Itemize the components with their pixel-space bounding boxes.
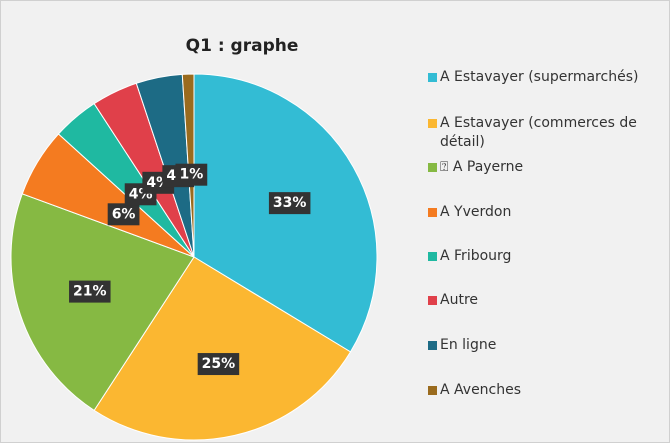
legend-swatch bbox=[428, 208, 437, 217]
data-label: 1% bbox=[179, 167, 203, 183]
pie-slice bbox=[93, 256, 352, 441]
legend-swatch bbox=[428, 163, 437, 172]
legend-item: A Yverdon bbox=[428, 203, 655, 222]
legend-label: Autre bbox=[440, 292, 479, 308]
legend-swatch bbox=[428, 119, 437, 128]
data-label: 6% bbox=[112, 206, 136, 222]
legend-label: A Estavayer (supermarchés) bbox=[440, 69, 639, 85]
legend-label: En ligne bbox=[440, 337, 497, 353]
legend-item: A Avenches bbox=[428, 381, 655, 400]
legend-swatch bbox=[428, 296, 437, 305]
data-label-bg bbox=[197, 353, 240, 376]
legend-swatch bbox=[428, 386, 437, 395]
data-label: 21% bbox=[73, 284, 107, 300]
chart-title: Q1 : graphe bbox=[186, 36, 299, 56]
legend-swatch bbox=[428, 252, 437, 261]
legend-swatch bbox=[428, 341, 437, 350]
data-label-bg bbox=[69, 280, 111, 303]
legend-swatch bbox=[428, 73, 437, 82]
data-label-bg bbox=[268, 192, 311, 215]
data-label: 33% bbox=[273, 195, 307, 211]
legend-label: A Yverdon bbox=[440, 204, 512, 220]
legend-item: ⍰ A Payerne bbox=[428, 158, 655, 177]
legend-label: ⍰ A Payerne bbox=[440, 159, 524, 175]
legend-item: A Estavayer (commerces de détail) bbox=[428, 114, 655, 152]
legend-label: A Avenches bbox=[440, 382, 522, 398]
legend-label: A Fribourg bbox=[440, 248, 512, 264]
legend-item: A Estavayer (supermarchés) bbox=[428, 68, 655, 87]
data-label-bg bbox=[107, 203, 140, 226]
legend-label: A Estavayer (commerces de détail) bbox=[440, 115, 637, 150]
legend-item: Autre bbox=[428, 291, 655, 310]
data-label: 25% bbox=[202, 356, 236, 372]
legend-item: A Fribourg bbox=[428, 247, 655, 266]
data-label-bg bbox=[175, 163, 208, 186]
legend-item: En ligne bbox=[428, 336, 655, 355]
